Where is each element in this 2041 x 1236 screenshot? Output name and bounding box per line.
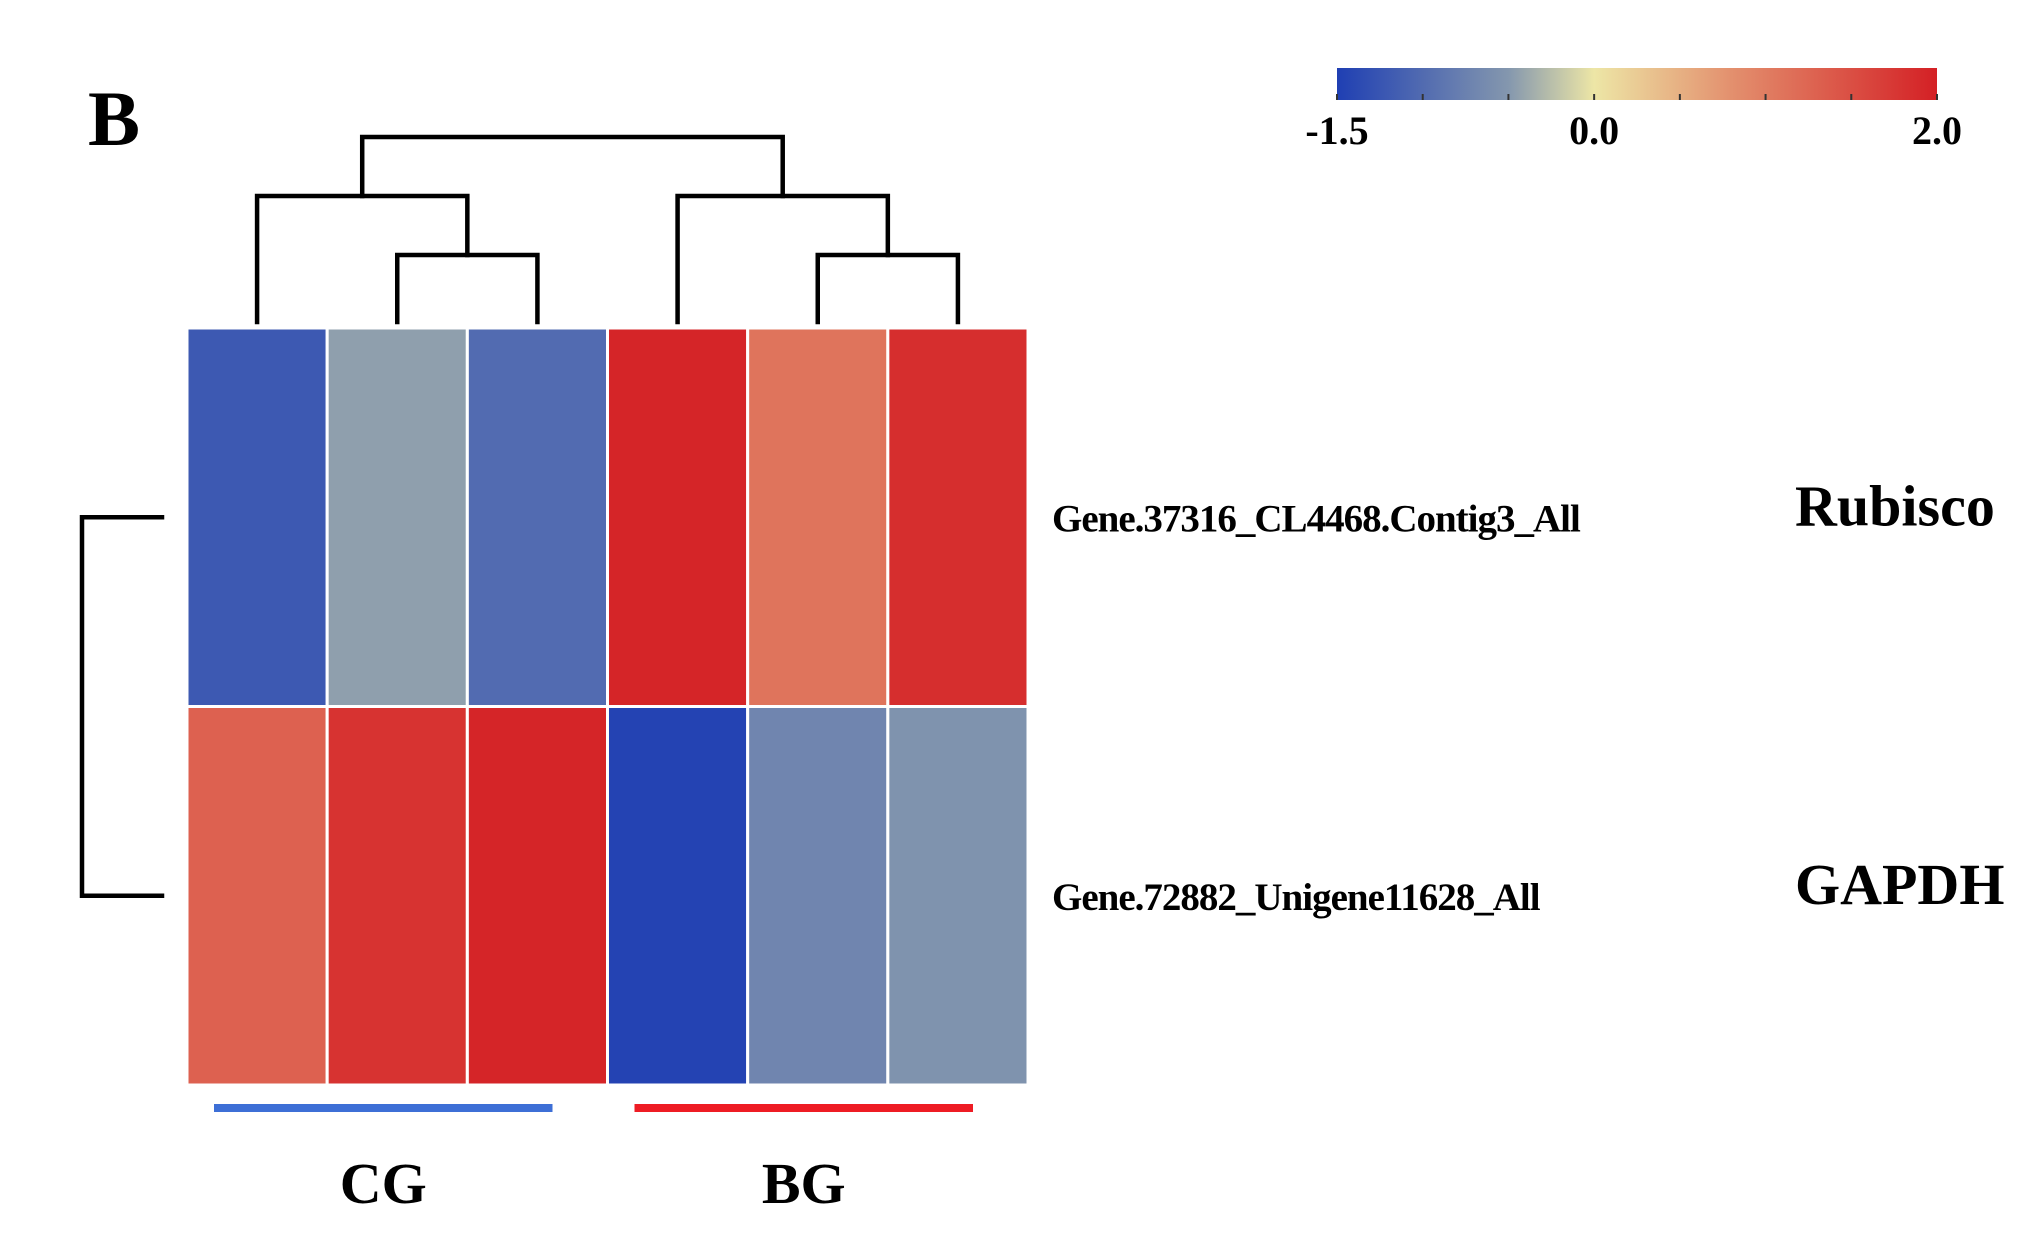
heatmap-cell xyxy=(886,705,1030,1087)
group-label: BG xyxy=(762,1151,846,1216)
heatmap-cell xyxy=(746,326,890,708)
heatmap-cell xyxy=(185,705,329,1087)
heatmap-cell xyxy=(886,326,1030,708)
color-scale-tick-labels: -1.5 0.0 2.0 xyxy=(1305,108,1962,153)
dendrogram-link xyxy=(79,515,165,898)
row-annotation: GAPDH xyxy=(1795,852,2004,917)
heatmap-cell xyxy=(746,705,890,1087)
dendrogram-link xyxy=(254,193,470,325)
heatmap-cells xyxy=(185,326,1030,1087)
heatmap-cell xyxy=(606,326,750,708)
row-label: Gene.37316_CL4468.Contig3_All xyxy=(1052,497,1581,540)
heatmap-cell xyxy=(325,326,469,708)
group-label: CG xyxy=(340,1151,427,1216)
heatmap-cell xyxy=(325,705,469,1087)
row-label: Gene.72882_Unigene11628_All xyxy=(1052,876,1541,919)
color-scale-ticks xyxy=(1336,94,1938,100)
heatmap-cell xyxy=(465,705,610,1087)
row-labels: Gene.37316_CL4468.Contig3_All Rubisco Gene… xyxy=(1052,473,2004,919)
color-scale-legend: -1.5 0.0 2.0 xyxy=(1305,68,1962,153)
panel-label: B xyxy=(88,75,140,162)
row-annotation: Rubisco xyxy=(1795,473,1995,538)
color-scale-tick-label: 2.0 xyxy=(1912,108,1962,153)
color-scale-tick-label: -1.5 xyxy=(1305,108,1368,153)
color-scale-tick-label: 0.0 xyxy=(1569,108,1619,153)
dendrogram-link xyxy=(359,134,785,199)
heatmap-cell xyxy=(185,326,329,708)
row-dendrogram xyxy=(79,515,165,898)
column-dendrogram xyxy=(254,134,961,325)
heatmap-cell xyxy=(465,326,610,708)
column-groups: CG BG xyxy=(214,1104,973,1216)
dendrogram-link xyxy=(675,193,891,325)
dendrogram-link xyxy=(395,252,540,325)
color-scale-bar xyxy=(1337,68,1937,100)
heatmap-cell xyxy=(606,705,750,1087)
dendrogram-link xyxy=(815,252,961,325)
